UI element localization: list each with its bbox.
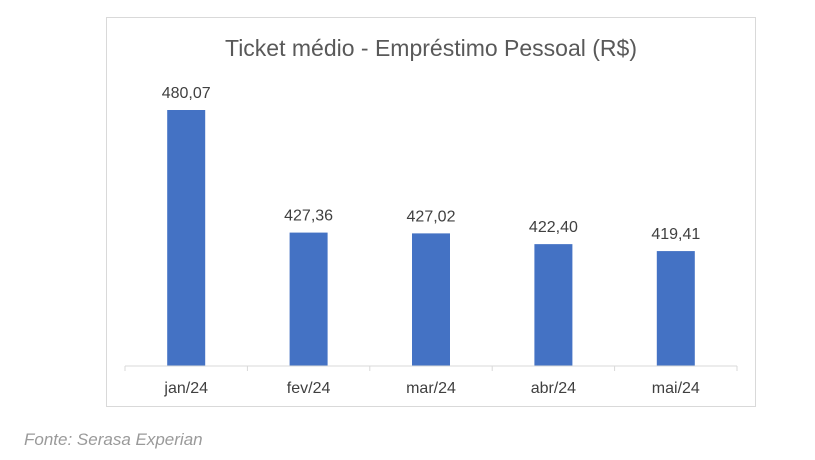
x-axis-ticks (124, 366, 738, 371)
bar-jan-24 (167, 110, 206, 366)
x-tick-label: mar/24 (406, 380, 456, 397)
bar-mai-24 (656, 251, 695, 366)
data-label: 419,41 (651, 226, 700, 243)
bar-mar-24 (412, 233, 450, 366)
x-axis-tick-labels: jan/24 fev/24 mar/24 abr/24 mai/24 (163, 380, 700, 397)
data-label: 422,40 (529, 219, 578, 236)
chart-title: Ticket médio - Empréstimo Pessoal (R$) (225, 35, 637, 61)
bars-group (167, 110, 695, 366)
bar-abr-24 (534, 244, 573, 366)
x-tick-label: jan/24 (163, 380, 208, 397)
data-label: 427,36 (284, 208, 333, 225)
x-tick-label: fev/24 (287, 380, 331, 397)
x-tick-label: mai/24 (652, 380, 700, 397)
bar-fev-24 (289, 232, 328, 366)
data-label: 480,07 (162, 85, 211, 102)
data-labels-group: 480,07 427,36 427,02 422,40 419,41 (162, 85, 701, 243)
data-label: 427,02 (407, 208, 456, 225)
source-note: Fonte: Serasa Experian (24, 430, 203, 449)
bar-chart: Ticket médio - Empréstimo Pessoal (R$) 4… (124, 35, 738, 397)
x-tick-label: abr/24 (531, 380, 576, 397)
